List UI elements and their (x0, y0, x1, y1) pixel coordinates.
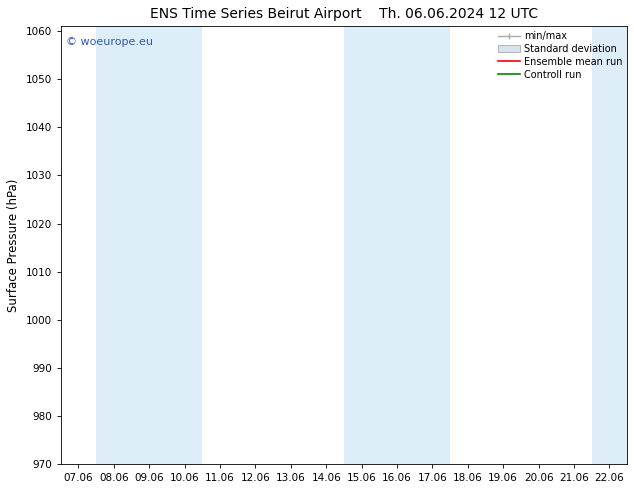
Bar (96, 26, 202, 464)
Bar (592, 26, 627, 464)
Bar (344, 26, 450, 464)
Legend: min/max, Standard deviation, Ensemble mean run, Controll run: min/max, Standard deviation, Ensemble me… (496, 29, 624, 82)
Title: ENS Time Series Beirut Airport    Th. 06.06.2024 12 UTC: ENS Time Series Beirut Airport Th. 06.06… (150, 7, 538, 21)
Y-axis label: Surface Pressure (hPa): Surface Pressure (hPa) (7, 178, 20, 312)
Text: © woeurope.eu: © woeurope.eu (67, 37, 153, 47)
